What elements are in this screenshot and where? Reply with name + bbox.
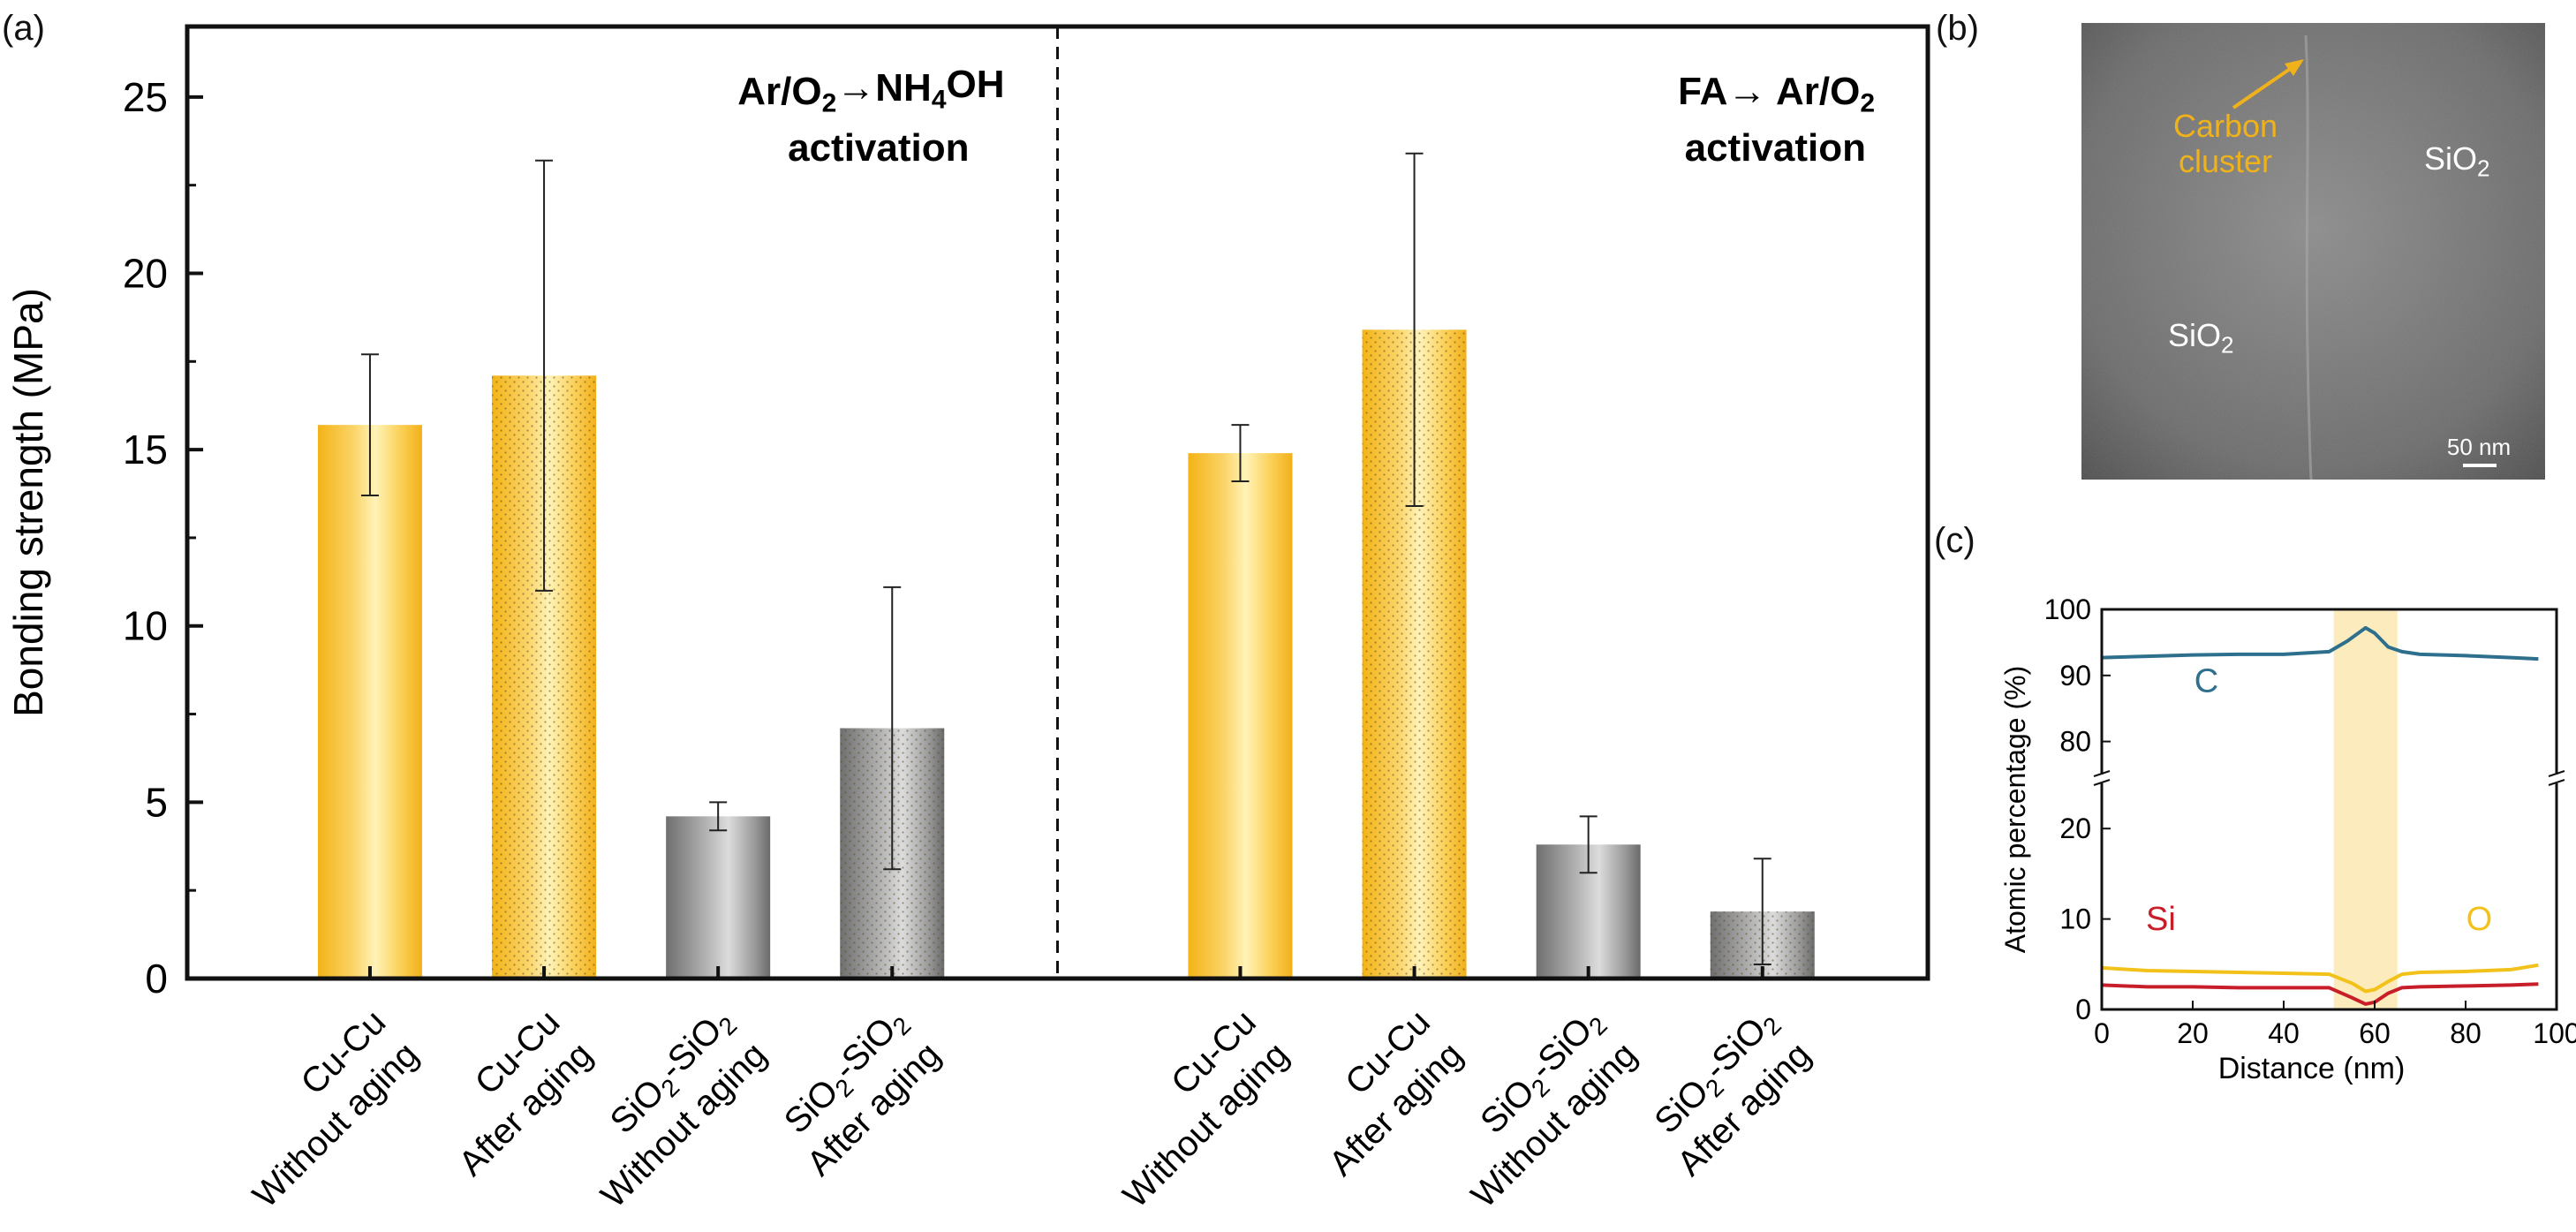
x-tick-label: 20 xyxy=(2177,1017,2209,1049)
x-tick-label: 40 xyxy=(2268,1017,2300,1049)
bar xyxy=(317,425,422,979)
axis-break-gap xyxy=(2550,775,2564,783)
series-line-O xyxy=(2101,963,2539,994)
line-chart-c: 80 90 100 0 10 20 0 20 40 60 80 100 Distance (nm) Ato… xyxy=(1999,593,2576,1085)
panel-label-b: (b) xyxy=(1936,9,1979,48)
panel-label-c: (c) xyxy=(1934,521,1975,560)
x-tick-label: 60 xyxy=(2359,1017,2391,1049)
scale-bar-label: 50 nm xyxy=(2447,434,2511,460)
bar xyxy=(1188,453,1293,979)
x-tick-label: 0 xyxy=(2094,1017,2110,1049)
series-label-C: C xyxy=(2195,663,2218,700)
axis-break-mark xyxy=(2548,770,2565,777)
axis-break-mark xyxy=(2093,770,2111,777)
series-label-Si: Si xyxy=(2146,901,2176,938)
panel-label-a: (a) xyxy=(2,9,45,48)
axis-break-gap xyxy=(2095,775,2109,783)
group-title: Ar/O2→NH4OH xyxy=(737,63,1004,117)
y-tick-label: 25 xyxy=(123,74,168,120)
y-tick-label: 5 xyxy=(145,779,168,825)
bar xyxy=(666,816,771,979)
y-tick-label: 20 xyxy=(2059,813,2091,844)
axis-break-mark xyxy=(2548,779,2565,786)
plot-frame xyxy=(2100,608,2558,1011)
y-tick-label: 100 xyxy=(2044,593,2091,625)
x-axis-label: Distance (nm) xyxy=(2218,1052,2406,1085)
micrograph-texture xyxy=(2081,23,2545,480)
axis-break-mark xyxy=(2093,779,2111,786)
y-tick-label: 90 xyxy=(2059,660,2091,692)
x-tick-label: 80 xyxy=(2450,1017,2482,1049)
group-title: FA→ Ar/O2 xyxy=(1678,70,1875,117)
y-tick-label: 10 xyxy=(2059,903,2091,935)
annotation-label: cluster xyxy=(2179,143,2272,179)
y-axis-label: Atomic percentage (%) xyxy=(1999,666,2031,953)
y-tick-label: 15 xyxy=(123,427,168,472)
bar-chart-a: 0 5 10 15 20 25 Bonding strength (MPa) Ar/O2→NH… xyxy=(5,24,1930,1215)
interface-line xyxy=(2304,34,2313,480)
y-tick-label: 0 xyxy=(2075,994,2091,1025)
region-label: SiO2 xyxy=(2168,317,2233,358)
group-title-line2: activation xyxy=(788,126,969,170)
y-axis-label: Bonding strength (MPa) xyxy=(5,288,51,717)
region-label: SiO2 xyxy=(2424,140,2489,181)
arrow-head-icon xyxy=(2285,59,2304,76)
highlight-band xyxy=(2333,609,2398,1009)
group-title-line2: activation xyxy=(1685,126,1866,170)
y-tick-label: 20 xyxy=(123,250,168,296)
annotation-label: Carbon xyxy=(2173,108,2278,144)
series-label-O: O xyxy=(2466,901,2493,938)
y-tick-label: 0 xyxy=(145,956,168,1001)
x-tick-label: 100 xyxy=(2533,1017,2576,1049)
arrow-icon xyxy=(2232,64,2297,110)
y-tick-label: 10 xyxy=(123,603,168,649)
y-tick-label: 80 xyxy=(2059,726,2091,758)
series-line-C xyxy=(2101,625,2539,661)
series-line-Si xyxy=(2101,982,2539,1006)
